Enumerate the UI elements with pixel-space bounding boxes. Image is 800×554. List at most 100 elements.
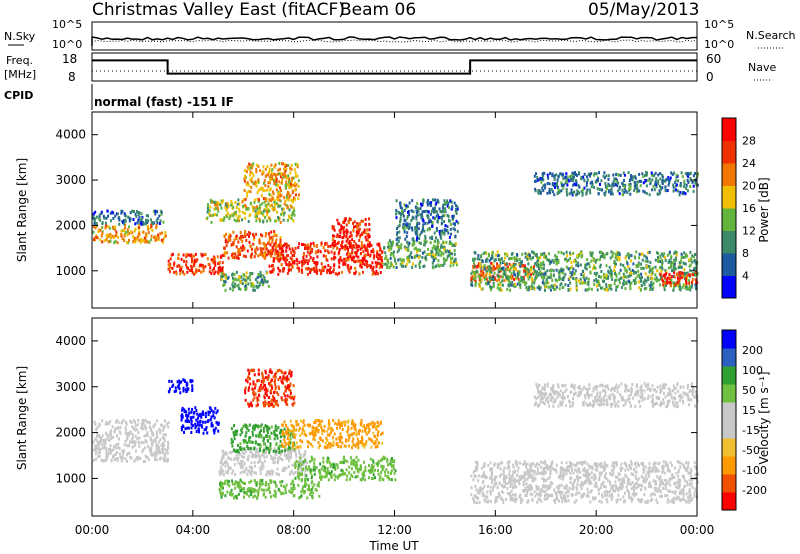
heatmap-cell — [274, 424, 277, 428]
heatmap-cell — [127, 433, 130, 437]
heatmap-cell — [448, 206, 451, 210]
heatmap-cell — [416, 206, 419, 210]
heatmap-cell — [274, 178, 277, 181]
heatmap-cell — [231, 283, 234, 287]
heatmap-cell — [684, 255, 687, 259]
heatmap-cell — [276, 399, 278, 403]
heatmap-cell — [656, 192, 659, 196]
heatmap-cell — [472, 258, 475, 262]
heatmap-cell — [623, 266, 626, 270]
heatmap-cell — [217, 270, 219, 274]
heatmap-cell — [497, 283, 500, 287]
heatmap-cell — [131, 209, 134, 213]
heatmap-cell — [423, 264, 426, 268]
heatmap-cell — [198, 269, 201, 272]
heatmap-cell — [402, 222, 405, 226]
heatmap-cell — [353, 259, 355, 263]
heatmap-cell — [353, 272, 356, 276]
cpid-mode: normal (fast) -151 IF — [94, 95, 234, 109]
heatmap-cell — [274, 207, 277, 211]
heatmap-cell — [242, 254, 245, 258]
heatmap-cell — [246, 380, 249, 384]
heatmap-cell — [210, 258, 213, 262]
heatmap-cell — [590, 172, 593, 176]
heatmap-cell — [280, 212, 283, 216]
heatmap-cell — [548, 276, 551, 280]
heatmap-cell — [253, 237, 256, 241]
heatmap-cell — [330, 271, 333, 275]
heatmap-cell — [207, 203, 209, 207]
heatmap-cell — [614, 183, 617, 186]
heatmap-cell — [360, 244, 363, 248]
heatmap-cell — [273, 232, 276, 236]
heatmap-cell — [443, 260, 446, 264]
heatmap-cell — [210, 421, 213, 425]
heatmap-cell — [157, 450, 160, 454]
heatmap-cell — [165, 234, 167, 238]
heatmap-cell — [412, 210, 415, 214]
heatmap-cell — [281, 177, 284, 181]
heatmap-cell — [257, 460, 259, 464]
heatmap-cell — [98, 454, 101, 458]
heatmap-cell — [629, 284, 632, 288]
heatmap-cell — [256, 454, 259, 457]
heatmap-cell — [265, 473, 268, 477]
heatmap-cell — [487, 265, 490, 269]
heatmap-cell — [112, 448, 115, 452]
heatmap-cell — [274, 373, 277, 376]
heatmap-cell — [293, 213, 296, 217]
heatmap-cell — [334, 272, 337, 276]
heatmap-cell — [235, 219, 238, 223]
heatmap-cell — [348, 239, 351, 243]
heatmap-cell — [603, 254, 606, 258]
heatmap-cell — [652, 266, 655, 270]
heatmap-cell — [180, 428, 183, 432]
heatmap-cell — [264, 459, 266, 463]
heatmap-cell — [274, 400, 277, 403]
heatmap-cell — [123, 238, 126, 242]
heatmap-cell — [477, 254, 480, 258]
heatmap-cell — [673, 262, 676, 266]
heatmap-cell — [272, 394, 274, 398]
heatmap-cell — [144, 446, 147, 450]
heatmap-cell — [543, 282, 546, 286]
heatmap-cell — [244, 255, 247, 259]
heatmap-cell — [685, 187, 688, 190]
heatmap-cell — [282, 218, 285, 222]
heatmap-cell — [513, 277, 516, 281]
heatmap-cell — [222, 218, 225, 222]
heatmap-cell — [276, 391, 279, 395]
heatmap-cell — [634, 281, 637, 285]
heatmap-cell — [543, 171, 546, 175]
heatmap-cell — [392, 265, 395, 269]
heatmap-cell — [199, 263, 202, 267]
heatmap-cell — [268, 240, 270, 244]
heatmap-cell — [677, 273, 680, 277]
heatmap-cell — [302, 243, 305, 247]
heatmap-cell — [280, 396, 283, 400]
heatmap-cell — [592, 267, 595, 271]
heatmap-cell — [274, 252, 277, 256]
heatmap-cell — [240, 246, 242, 250]
heatmap-cell — [146, 420, 149, 424]
heatmap-cell — [580, 255, 583, 259]
heatmap-cell — [290, 205, 293, 209]
heatmap-cell — [290, 452, 292, 456]
heatmap-cell — [533, 281, 536, 285]
heatmap-cell — [518, 272, 521, 276]
beam-label: Beam 06 — [340, 0, 416, 20]
heatmap-cell — [388, 266, 391, 270]
heatmap-cell — [134, 424, 137, 428]
heatmap-cell — [544, 186, 547, 190]
heatmap-cell — [518, 270, 521, 274]
heatmap-cell — [665, 278, 668, 282]
heatmap-cell — [475, 265, 478, 269]
heatmap-cell — [492, 267, 494, 271]
heatmap-cell — [275, 183, 278, 187]
heatmap-cell — [274, 245, 277, 249]
heatmap-cell — [270, 230, 273, 234]
heatmap-cell — [675, 253, 678, 257]
heatmap-cell — [192, 264, 195, 268]
heatmap-cell — [635, 265, 638, 269]
